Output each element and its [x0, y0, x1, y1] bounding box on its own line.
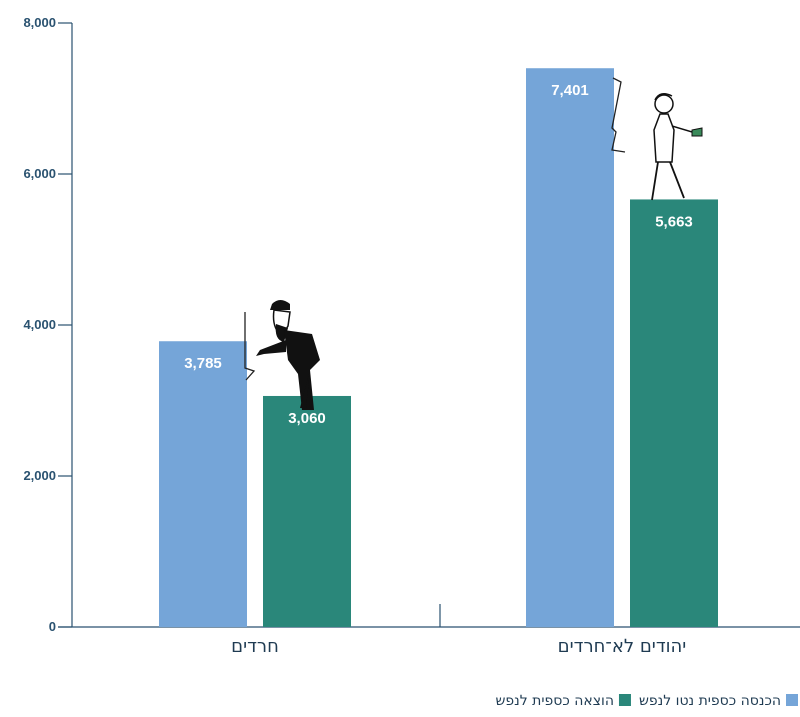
category-label: חרדים — [231, 636, 279, 657]
bar — [263, 395, 351, 627]
y-tick-label: 2,000 — [23, 468, 56, 483]
y-tick-label: 0 — [49, 619, 56, 634]
bar — [159, 341, 247, 627]
bar-value-label: 7,401 — [551, 82, 589, 99]
y-tick-label: 8,000 — [23, 15, 56, 30]
legend-swatch — [618, 694, 631, 706]
difference-bracket-haredi — [244, 312, 256, 381]
bar-value-label: 3,060 — [288, 410, 326, 427]
bar — [526, 68, 614, 628]
difference-brackets — [244, 77, 626, 381]
legend: הכנסה כספית נטו לנפש הוצאה כספית לנפש — [496, 693, 798, 709]
difference-bracket-non-haredi — [611, 77, 626, 153]
bar-value-label: 5,663 — [655, 213, 693, 230]
y-tick-label: 6,000 — [23, 166, 56, 181]
y-tick-label: 4,000 — [23, 317, 56, 332]
secular-man-icon — [651, 93, 703, 201]
legend-label: הוצאה כספית לנפש — [496, 693, 614, 709]
haredi-man-icon — [256, 300, 320, 410]
category-label: יהודים לא־חרדים — [558, 636, 687, 657]
legend-swatch — [786, 694, 798, 706]
bar-value-label: 3,785 — [184, 355, 222, 372]
bars: 3,785 3,060 חרדים 7,401 5,663 יהודים לא־חרדים — [159, 68, 718, 657]
legend-label: הכנסה כספית נטו לנפש — [639, 693, 781, 709]
bar — [630, 199, 718, 628]
